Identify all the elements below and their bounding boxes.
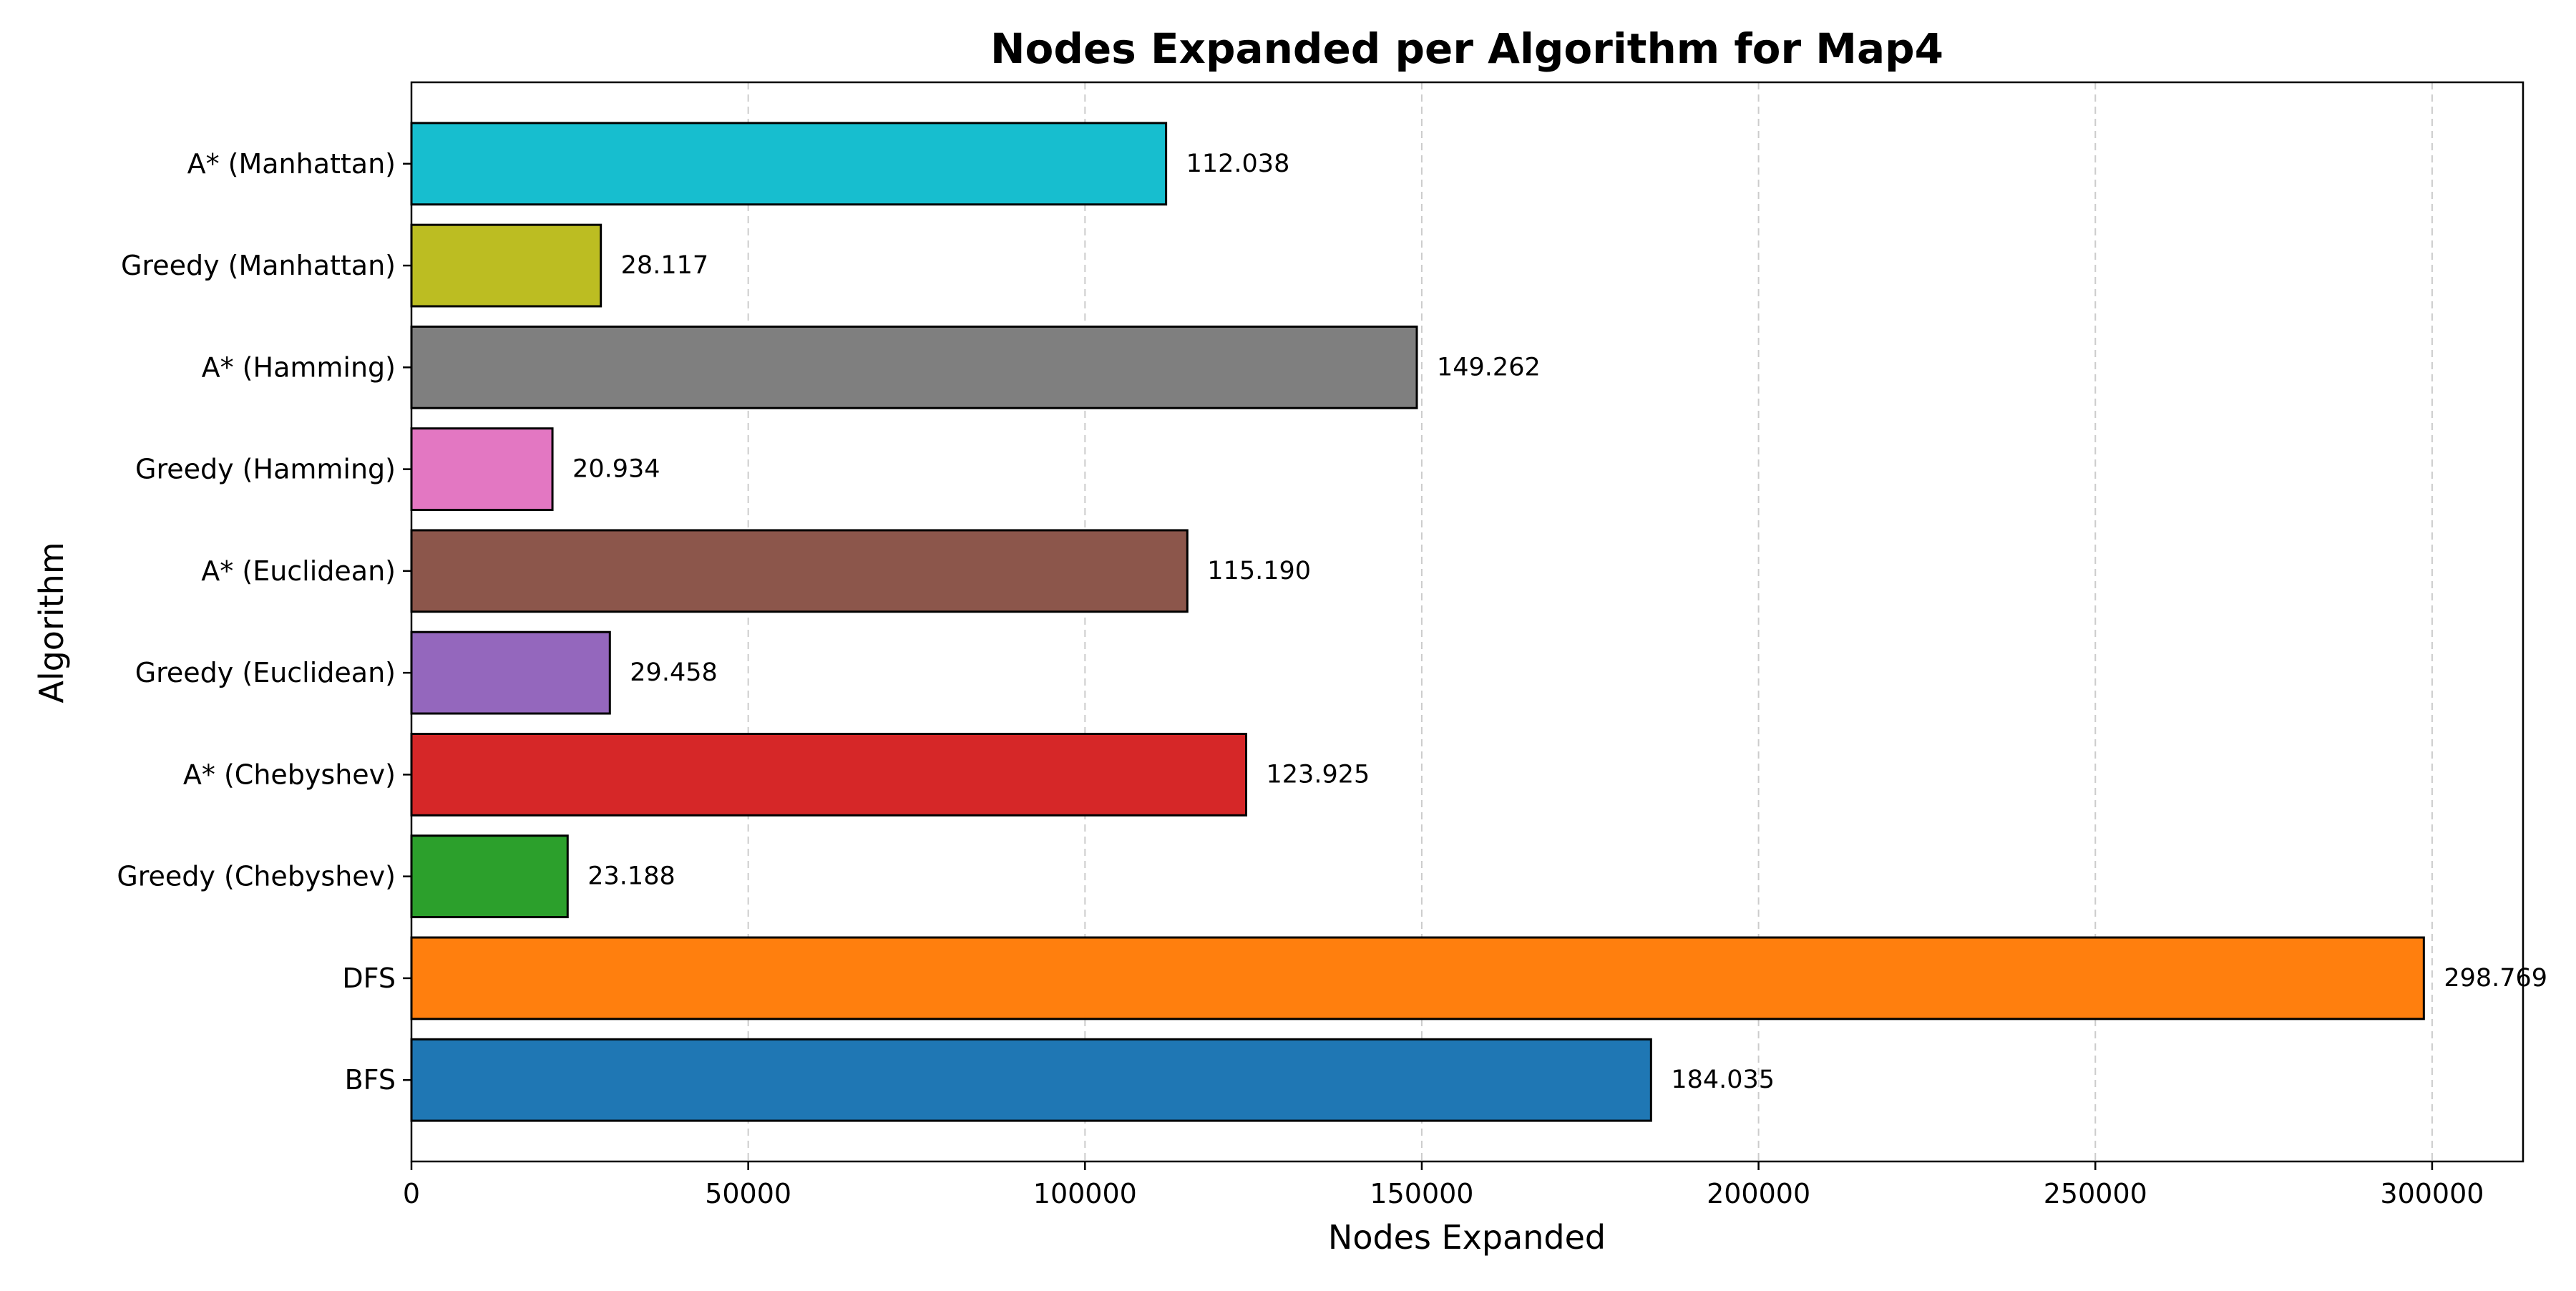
bar-5 — [410, 529, 1189, 613]
value-label-4: 29.458 — [630, 658, 717, 687]
x-tick-label-0: 0 — [403, 1178, 420, 1209]
bar-9 — [410, 122, 1168, 206]
value-label-6: 20.934 — [572, 455, 660, 484]
y-tick-label-2: Greedy (Chebyshev) — [117, 861, 396, 892]
y-tick-label-5: A* (Euclidean) — [201, 555, 396, 587]
value-labels: 184.035 298.769 23.188 123.925 29.458 115.190… — [572, 150, 2547, 1094]
bar-6 — [410, 427, 554, 512]
x-tick-label-3: 150000 — [1370, 1178, 1473, 1209]
value-label-8: 28.117 — [621, 251, 708, 280]
value-label-3: 123.925 — [1267, 760, 1370, 789]
bar-8 — [410, 223, 602, 308]
bar-0 — [410, 1038, 1652, 1122]
chart-title: Nodes Expanded per Algorithm for Map4 — [990, 24, 1943, 73]
value-label-2: 23.188 — [587, 862, 675, 891]
y-tick-label-7: A* (Hamming) — [202, 351, 396, 383]
y-tick-label-4: Greedy (Euclidean) — [135, 657, 396, 688]
bar-4 — [410, 630, 611, 715]
axis-ticks: 0 50000 100000 150000 200000 250000 300000 BFS D… — [117, 148, 2484, 1209]
x-tick-label-1: 50000 — [705, 1178, 791, 1209]
x-axis-label: Nodes Expanded — [1328, 1218, 1606, 1257]
bar-3 — [410, 732, 1248, 817]
x-tick-label-6: 300000 — [2380, 1178, 2484, 1209]
bar-1 — [410, 936, 2425, 1020]
y-tick-label-8: Greedy (Manhattan) — [121, 250, 396, 281]
value-label-7: 149.262 — [1437, 353, 1541, 381]
y-tick-label-9: A* (Manhattan) — [187, 148, 396, 180]
bar-2 — [410, 834, 569, 919]
y-tick-label-3: A* (Chebyshev) — [183, 759, 396, 790]
value-label-1: 298.769 — [2444, 964, 2547, 993]
value-label-0: 184.035 — [1671, 1066, 1775, 1094]
y-tick-label-1: DFS — [342, 963, 396, 994]
plot-frame — [410, 81, 2524, 1163]
y-tick-label-6: Greedy (Hamming) — [135, 454, 396, 485]
x-tick-label-5: 250000 — [2044, 1178, 2147, 1209]
bar-7 — [410, 325, 1418, 409]
y-tick-label-0: BFS — [345, 1064, 396, 1096]
value-label-5: 115.190 — [1207, 557, 1311, 585]
value-label-9: 112.038 — [1186, 150, 1290, 178]
x-tick-label-2: 100000 — [1033, 1178, 1137, 1209]
x-tick-label-4: 200000 — [1707, 1178, 1810, 1209]
bars — [410, 122, 2425, 1122]
y-axis-label: Algorithm — [32, 542, 71, 703]
